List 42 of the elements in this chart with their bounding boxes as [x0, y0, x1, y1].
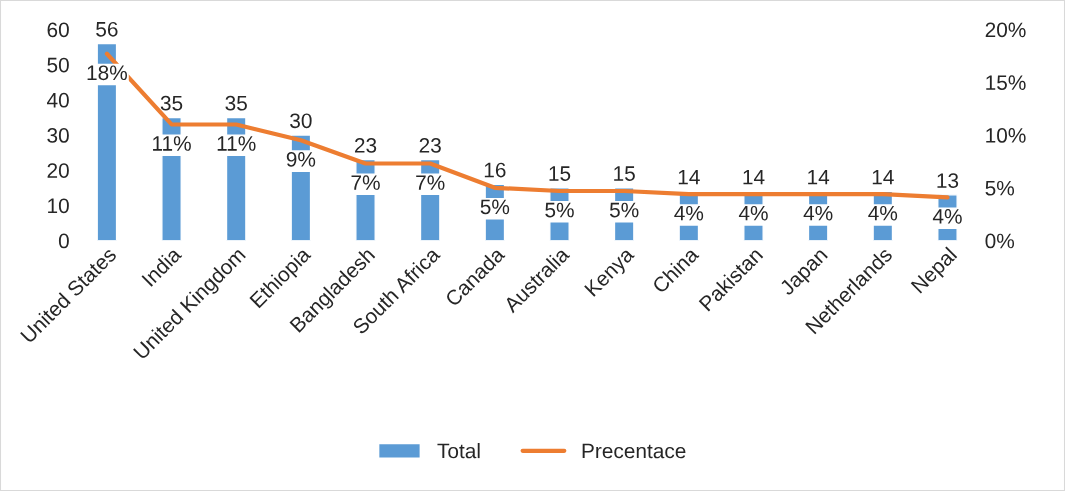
data-label: 23 [354, 138, 377, 153]
legend-label: Total [437, 443, 480, 459]
data-label: 35 [225, 95, 247, 111]
data-label: 16 [484, 162, 506, 178]
legend-label: Precentace [582, 443, 686, 459]
data-label: 14 [743, 169, 765, 185]
data-label: 4% [674, 205, 704, 221]
data-label: 15 [549, 166, 571, 181]
data-label: 11% [217, 136, 256, 151]
data-label: 7% [351, 175, 380, 190]
data-label: 15 [614, 166, 635, 181]
data-label: 5% [545, 202, 574, 218]
y2-tick-label: 15% [986, 75, 1026, 90]
y2-tick-label: 20% [985, 22, 1026, 38]
data-label: 23 [419, 138, 441, 153]
data-label: 4% [803, 205, 833, 221]
y-tick-label: 30 [47, 128, 69, 143]
y2-tick-label: 0% [985, 233, 1015, 249]
data-label: 4% [932, 209, 962, 224]
data-label: 7% [416, 175, 445, 190]
y-tick-label: 10 [48, 198, 69, 214]
data-label: 18% [87, 65, 127, 81]
y-tick-label: 20 [47, 163, 69, 178]
y-tick-label: 50 [47, 57, 69, 73]
y2-tick-label: 10% [986, 128, 1026, 143]
data-label: 56 [96, 21, 118, 37]
data-label: 30 [290, 113, 312, 129]
data-label: 4% [868, 205, 898, 221]
data-label: 11% [153, 136, 191, 151]
data-label: 14 [872, 169, 894, 185]
data-label: 13 [937, 173, 959, 188]
data-label: 35 [160, 95, 183, 111]
y-tick-label: 60 [47, 22, 69, 38]
data-label: 4% [738, 205, 768, 221]
data-label: 14 [678, 169, 700, 185]
data-label: 9% [286, 151, 316, 167]
y-tick-label: 40 [47, 92, 69, 108]
y2-tick-label: 5% [985, 180, 1015, 196]
y-tick-label: 0 [58, 233, 69, 249]
data-label: 5% [480, 199, 510, 215]
data-label: 14 [808, 169, 830, 185]
data-label: 5% [609, 202, 639, 218]
